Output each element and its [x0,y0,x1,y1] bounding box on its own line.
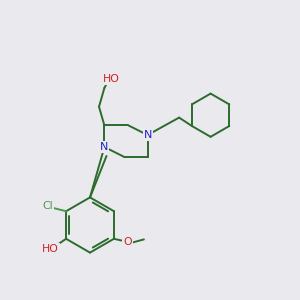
Text: HO: HO [103,74,119,84]
Text: O: O [123,237,132,248]
Text: Cl: Cl [42,201,53,211]
Text: N: N [143,130,152,140]
Text: HO: HO [42,244,59,254]
Text: N: N [100,142,109,152]
